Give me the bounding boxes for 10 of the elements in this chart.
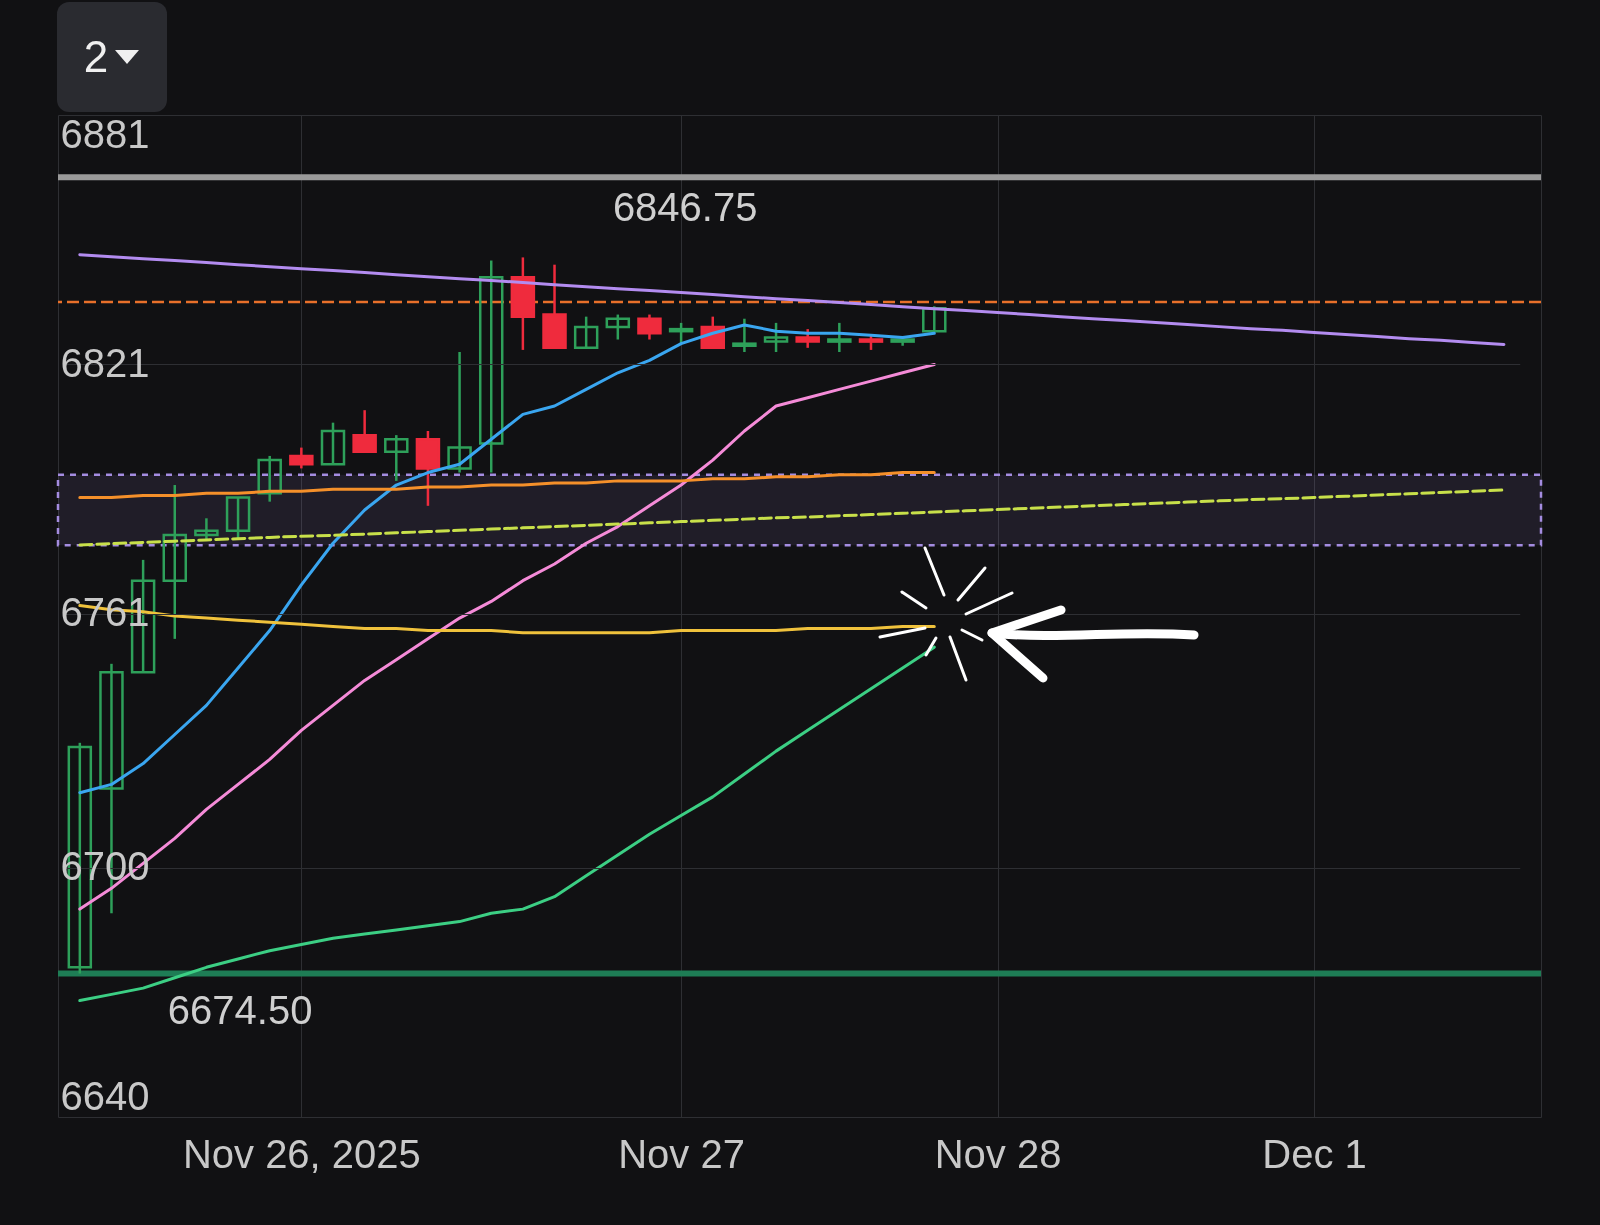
- y-tick-label: 6821: [60, 340, 150, 385]
- x-tick-label: Dec 1: [1262, 1131, 1367, 1176]
- y-tick-label: 6640: [60, 1073, 150, 1118]
- annotation: 6674.50: [167, 987, 313, 1032]
- x-tick-label: Nov 28: [934, 1131, 1062, 1176]
- annotation: 6846.75: [612, 185, 758, 230]
- x-tick-label: Nov 27: [618, 1131, 745, 1176]
- x-tick-label: Nov 26, 2025: [182, 1131, 421, 1176]
- dropdown-button: 2: [57, 2, 167, 112]
- y-tick-label: 6881: [60, 111, 150, 156]
